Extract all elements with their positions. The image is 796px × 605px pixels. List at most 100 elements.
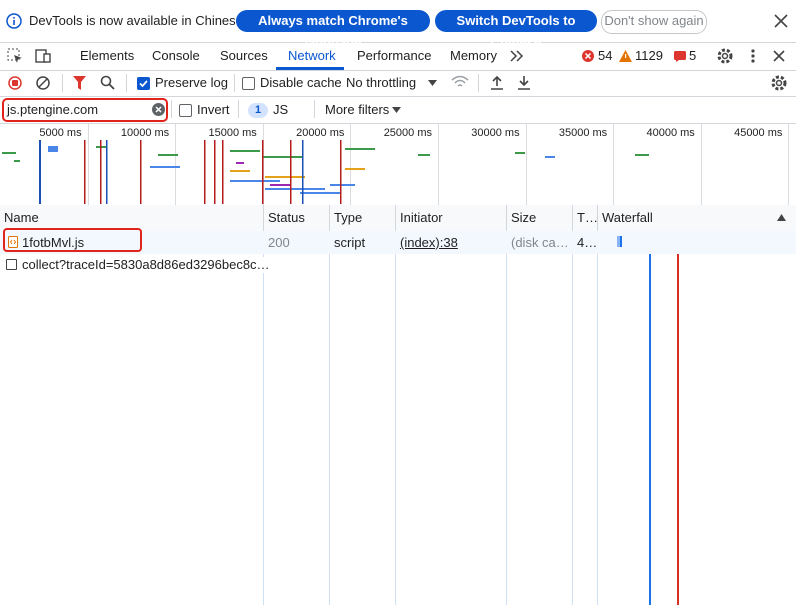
timeline-grid-line — [613, 123, 615, 205]
preserve-log-label[interactable]: Preserve log — [155, 75, 228, 90]
network-conditions-icon[interactable] — [451, 75, 469, 89]
waterfall-bar — [617, 236, 620, 247]
device-icon[interactable] — [35, 48, 51, 64]
filter-button[interactable] — [73, 76, 86, 90]
separator — [62, 74, 63, 92]
filter-input[interactable] — [2, 98, 168, 122]
header-divider — [329, 205, 330, 231]
clear-filter[interactable] — [152, 103, 165, 116]
timeline-tick-label: 10000 ms — [120, 127, 170, 139]
separator — [314, 100, 315, 118]
timeline-tick-label: 5000 ms — [39, 127, 82, 139]
error-icon — [582, 50, 594, 62]
script-icon — [8, 236, 18, 248]
column-header: Status — [268, 210, 305, 225]
type-count-badge: 1 — [248, 103, 268, 118]
column-divider — [597, 231, 598, 605]
timeline-bars — [2, 140, 649, 204]
separator — [234, 74, 235, 92]
info-icon — [6, 13, 22, 29]
export-har[interactable] — [517, 75, 531, 90]
tab[interactable]: Performance — [357, 48, 432, 63]
column-divider — [395, 231, 396, 605]
tab[interactable]: Memory — [450, 48, 497, 63]
tab-bar — [0, 42, 796, 71]
more-filters[interactable]: More filters — [325, 102, 390, 117]
close-devtools[interactable] — [773, 50, 785, 62]
issue-icon — [674, 51, 686, 62]
clear-button[interactable] — [36, 76, 50, 90]
dropdown-caret — [428, 80, 437, 86]
warning-icon — [619, 50, 632, 62]
timeline-grid-line — [175, 123, 177, 205]
column-divider — [572, 231, 573, 605]
request-cell: 4… — [577, 235, 598, 250]
column-header: Type — [334, 210, 363, 225]
record-button[interactable] — [8, 76, 22, 90]
header-divider — [572, 205, 573, 231]
preserve-log-checkbox[interactable] — [137, 77, 150, 90]
request-name: 1fotbMvl.js — [22, 235, 85, 250]
column-header: Waterfall — [602, 210, 653, 225]
sort-indicator[interactable] — [777, 214, 786, 221]
separator — [171, 100, 172, 118]
column-divider — [263, 231, 264, 605]
request-cell: 200 — [268, 235, 290, 250]
tab[interactable]: Elements — [80, 48, 135, 63]
tab-active[interactable]: Network — [288, 48, 336, 63]
network-settings[interactable] — [771, 75, 787, 91]
search-button[interactable] — [100, 75, 115, 90]
request-cell: (index):38 — [400, 235, 458, 250]
dont-show-button[interactable]: Don't show again — [601, 10, 707, 34]
request-row[interactable] — [0, 231, 796, 254]
language-banner — [0, 0, 796, 43]
more-tabs[interactable] — [510, 50, 524, 62]
error-count[interactable]: 54 — [598, 48, 613, 63]
disable-cache-checkbox[interactable] — [242, 77, 255, 90]
import-har[interactable] — [490, 75, 504, 90]
column-header: Name — [4, 210, 39, 225]
warning-count[interactable]: 1129 — [635, 48, 663, 63]
invert-label[interactable]: Invert — [197, 102, 230, 117]
column-header: Size — [511, 210, 537, 225]
issue-count[interactable]: 5 — [689, 48, 697, 63]
timeline-tick-label: 35000 ms — [558, 127, 608, 139]
filter-bar — [0, 96, 796, 124]
type-filter[interactable]: JS — [273, 102, 289, 117]
request-cell: script — [334, 235, 366, 250]
tab[interactable]: Sources — [220, 48, 268, 63]
throttling-select[interactable]: No throttling — [346, 75, 417, 90]
separator — [238, 100, 239, 118]
header-divider — [395, 205, 396, 231]
timeline-tick-label: 15000 ms — [208, 127, 257, 139]
invert-checkbox[interactable] — [179, 104, 192, 117]
menu-icon[interactable] — [751, 48, 755, 64]
dropdown-caret — [392, 107, 401, 113]
timeline-tick-label: 45000 ms — [734, 127, 783, 139]
close-banner[interactable] — [774, 14, 788, 28]
timeline-grid-line — [438, 123, 439, 205]
filter-query[interactable]: js.ptengine.com — [7, 102, 99, 117]
timeline-grid-line — [525, 123, 527, 205]
match-language-button[interactable]: Always match Chrome's language — [236, 10, 430, 50]
column-divider — [506, 231, 507, 605]
switch-chinese-button[interactable]: Switch DevTools to Chinese — [435, 10, 597, 50]
separator — [478, 74, 479, 92]
disable-cache-label[interactable]: Disable cache — [260, 75, 342, 90]
request-name[interactable]: collect?traceId=5830a8d86ed3296bec8c… — [22, 257, 274, 273]
timeline-tick-label: 20000 ms — [296, 127, 345, 139]
tab[interactable]: Console — [152, 48, 200, 63]
banner-message: DevTools is now available in Chinese! — [29, 13, 247, 28]
load-line — [677, 231, 679, 605]
timeline-grid-line — [87, 123, 89, 205]
active-tab-indicator — [276, 67, 344, 70]
header-divider — [506, 205, 507, 231]
inspect-icon[interactable] — [7, 48, 23, 64]
timeline-grid-line — [788, 123, 790, 205]
column-header: T… — [577, 210, 598, 225]
waterfall-bar — [620, 236, 622, 247]
column-header: Initiator — [400, 210, 443, 225]
settings-icon[interactable] — [717, 48, 733, 64]
